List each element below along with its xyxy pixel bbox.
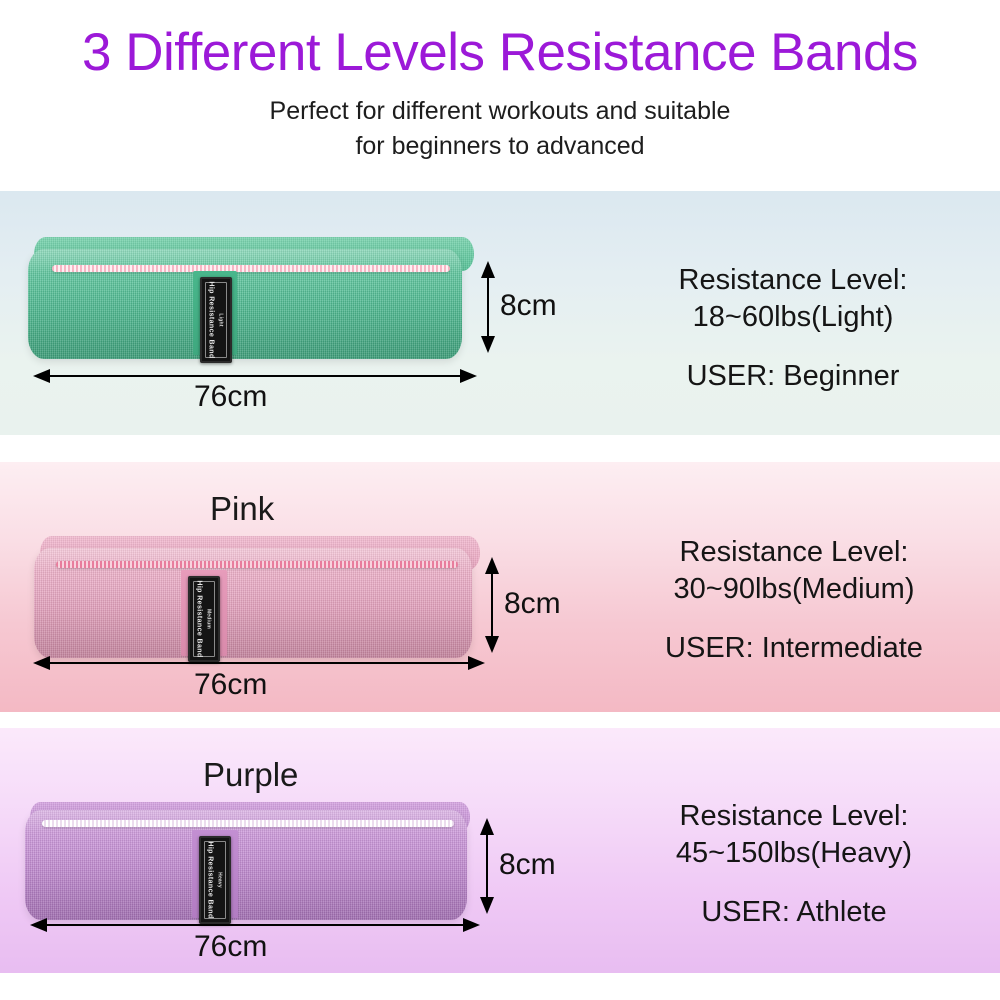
subtitle-line-1: Perfect for different workouts and suita…: [269, 97, 731, 125]
user-level-label: USER: Intermediate: [665, 632, 923, 664]
length-dimension-arrow: [30, 918, 480, 932]
band-tag-text: Heavy Hip Resistance Band: [206, 841, 224, 918]
arrow-head-right-icon: [460, 369, 477, 383]
color-name-pink: Pink: [210, 490, 275, 527]
arrow-line: [491, 565, 493, 645]
band-tag-text: Medium Hip Resistance Band: [195, 580, 213, 657]
arrow-line: [41, 662, 477, 664]
length-dimension-label: 76cm: [194, 380, 268, 413]
resistance-level-value: 30~90lbs(Medium): [673, 573, 915, 605]
subtitle-line-2: for beginners to advanced: [355, 132, 645, 160]
resistance-level-value: 45~150lbs(Heavy): [675, 837, 913, 869]
product-panel-purple: Purple Heavy Hip Resistance Band 8cm 76c…: [0, 728, 1000, 973]
resistance-level-value: 18~60lbs(Light): [692, 301, 894, 333]
band-tag-brand: Hip Resistance Band: [196, 580, 204, 658]
band-brand-tag: Medium Hip Resistance Band: [188, 576, 220, 662]
arrow-head-down-icon: [485, 636, 499, 653]
band-front-face: [25, 810, 467, 920]
length-dimension-arrow: [33, 369, 477, 383]
length-dimension-label: 76cm: [194, 668, 268, 701]
header: 3 Different Levels Resistance Bands Perf…: [0, 0, 1000, 164]
arrow-line: [487, 269, 489, 345]
band-weave-texture: [25, 810, 467, 920]
band-tag-brand: Hip Resistance Band: [207, 841, 215, 919]
spec-block-lake-blue: Resistance Level: 18~60lbs(Light) USER: …: [598, 262, 988, 395]
subtitle: Perfect for different workouts and suita…: [0, 94, 1000, 164]
arrow-head-right-icon: [468, 656, 485, 670]
band-tag-border: [205, 282, 227, 358]
band-shading: [25, 810, 467, 920]
band-inner-stripe: [56, 561, 458, 568]
band-tag-text: Light Hip Resistance Band: [207, 281, 225, 358]
spec-block-purple: Resistance Level: 45~150lbs(Heavy) USER:…: [598, 798, 990, 931]
arrow-line: [38, 924, 472, 926]
arrow-line: [486, 826, 488, 906]
band-brand-tag: Heavy Hip Resistance Band: [199, 836, 231, 924]
user-level-label: USER: Beginner: [686, 360, 900, 392]
band-brand-tag: Light Hip Resistance Band: [200, 277, 232, 363]
width-dimension-label: 8cm: [500, 289, 557, 322]
band-tag-level: Light: [218, 313, 225, 327]
product-panel-lake-blue: Light Hip Resistance Band 8cm 76cm Resis…: [0, 191, 1000, 435]
band-tag-brand: Hip Resistance Band: [208, 281, 216, 359]
color-name-purple: Purple: [203, 756, 299, 793]
length-dimension-arrow: [33, 656, 485, 670]
width-dimension-arrow: [481, 261, 495, 353]
user-level-label: USER: Athlete: [701, 896, 887, 928]
arrow-line: [41, 375, 469, 377]
width-dimension-label: 8cm: [504, 587, 561, 620]
width-dimension-arrow: [485, 557, 499, 653]
resistance-level-title: Resistance Level:: [679, 800, 909, 832]
band-tag-border: [204, 841, 226, 919]
product-panel-pink: Pink Medium Hip Resistance Band 8cm 76cm: [0, 462, 1000, 712]
band-tag-border: [193, 581, 215, 657]
spec-block-pink: Resistance Level: 30~90lbs(Medium) USER:…: [598, 534, 990, 667]
band-inner-stripe: [42, 820, 454, 827]
band-tag-level: Medium: [206, 608, 213, 630]
band-inner-stripe: [52, 265, 450, 272]
width-dimension-arrow: [480, 818, 494, 914]
page-title: 3 Different Levels Resistance Bands: [82, 23, 918, 82]
resistance-level-title: Resistance Level:: [678, 264, 908, 296]
arrow-head-down-icon: [480, 897, 494, 914]
band-tag-level: Heavy: [217, 872, 224, 888]
length-dimension-label: 76cm: [194, 930, 268, 963]
resistance-level-title: Resistance Level:: [679, 536, 909, 568]
width-dimension-label: 8cm: [499, 848, 556, 881]
arrow-head-right-icon: [463, 918, 480, 932]
arrow-head-down-icon: [481, 336, 495, 353]
